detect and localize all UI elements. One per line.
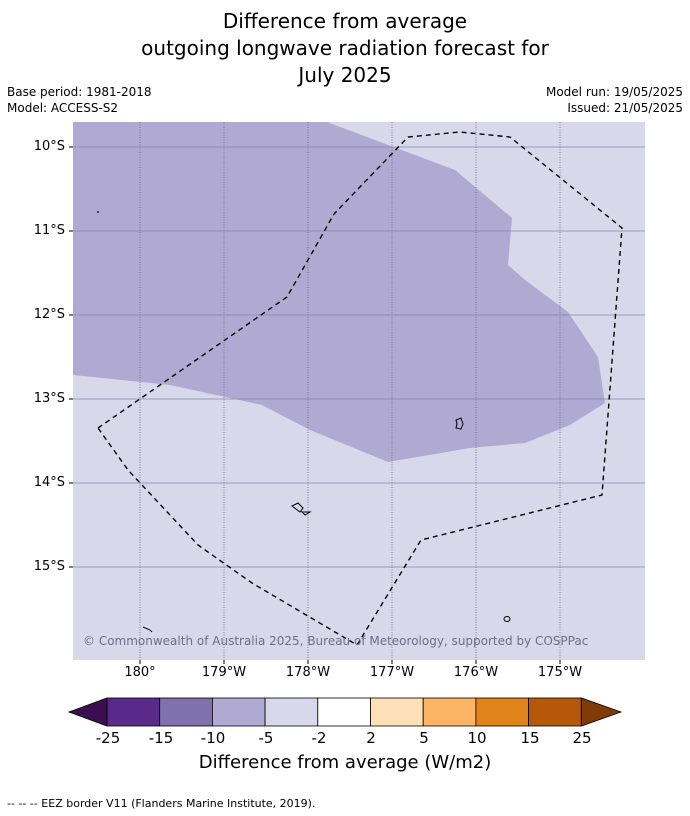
lon-label-176w: 176°W xyxy=(453,665,499,680)
colorbar-segment xyxy=(422,697,477,727)
colorbar-tick-7: 5 xyxy=(419,729,429,747)
lat-label-13s: 13°S xyxy=(33,391,65,406)
title-line-2: outgoing longwave radiation forecast for xyxy=(141,36,549,60)
colorbar-segment xyxy=(317,697,371,727)
meta-left: Base period: 1981-2018 Model: ACCESS-S2 xyxy=(7,84,152,116)
lat-label-14s: 14°S xyxy=(33,475,65,490)
island-cluster-west xyxy=(291,502,312,516)
colorbar-tick-6: 2 xyxy=(366,729,376,747)
colorbar-segment xyxy=(264,697,319,727)
colorbar-extend-low xyxy=(67,697,108,727)
colorbar-segment xyxy=(528,697,582,727)
colorbar-tick-3: -10 xyxy=(200,729,226,747)
colorbar-title: Difference from average (W/m2) xyxy=(198,752,492,773)
colorbar-tick-5: -2 xyxy=(311,729,327,747)
lon-label-175w: 175°W xyxy=(537,665,583,680)
lon-label-177w: 177°W xyxy=(369,665,415,680)
island-south xyxy=(503,616,511,622)
eez-border xyxy=(97,131,623,646)
lat-label-11s: 11°S xyxy=(33,223,65,238)
lat-label-15s: 15°S xyxy=(33,559,65,574)
title-line-3: July 2025 xyxy=(298,63,392,87)
lon-label-180: 180° xyxy=(124,665,156,680)
lon-label-179w: 179°W xyxy=(201,665,247,680)
colorbar-tick-4: -5 xyxy=(258,729,274,747)
eez-legend-note: -- -- -- EEZ border V11 (Flanders Marine… xyxy=(7,797,316,810)
colorbar xyxy=(67,697,623,727)
island-southwest xyxy=(142,626,153,633)
colorbar-tick-8: 10 xyxy=(467,729,487,747)
colorbar-segment xyxy=(159,697,213,727)
island-dot xyxy=(97,211,99,213)
lat-label-10s: 10°S xyxy=(33,139,65,154)
lat-label-12s: 12°S xyxy=(33,307,65,322)
lon-gridlines xyxy=(139,122,561,660)
island-taveuni xyxy=(455,417,464,430)
title-line-1: Difference from average xyxy=(222,9,468,33)
base-period: Base period: 1981-2018 xyxy=(7,85,152,99)
colorbar-tick-2: -15 xyxy=(148,729,174,747)
colorbar-segment xyxy=(370,697,424,727)
issued-date: Issued: 21/05/2025 xyxy=(567,101,683,115)
colorbar-tick-1: -25 xyxy=(95,729,121,747)
colorbar-segment xyxy=(475,697,529,727)
model-name: Model: ACCESS-S2 xyxy=(7,101,119,115)
copyright-text: © Commonwealth of Australia 2025, Bureau… xyxy=(83,634,589,648)
anomaly-region xyxy=(73,122,605,462)
colorbar-segment xyxy=(211,697,266,727)
model-run: Model run: 19/05/2025 xyxy=(545,85,683,99)
map-title: Difference from average outgoing longwav… xyxy=(0,8,690,89)
colorbar-segment xyxy=(106,697,161,727)
colorbar-tick-9: 15 xyxy=(520,729,540,747)
meta-right: Model run: 19/05/2025 Issued: 21/05/2025 xyxy=(546,84,683,116)
colorbar-tick-10: 25 xyxy=(572,729,592,747)
colorbar-extend-high xyxy=(580,697,623,727)
lat-gridlines xyxy=(73,146,645,568)
x-axis-ticks xyxy=(139,660,561,664)
lon-label-178w: 178°W xyxy=(285,665,331,680)
y-axis-ticks xyxy=(69,146,73,568)
